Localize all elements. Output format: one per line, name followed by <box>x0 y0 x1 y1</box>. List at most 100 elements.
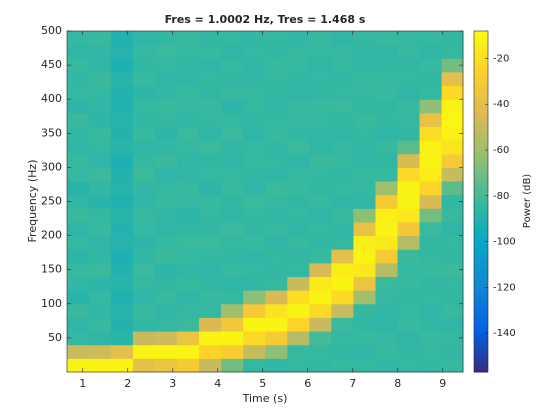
cell <box>287 249 310 264</box>
colorbar-tick-label: -100 <box>493 237 516 248</box>
cell <box>243 126 266 141</box>
cell <box>397 194 421 209</box>
cell <box>110 221 134 237</box>
colorbar-strip <box>474 343 488 347</box>
cell <box>309 344 332 359</box>
cell <box>287 140 310 155</box>
colorbar <box>474 31 488 373</box>
colorbar-strip <box>474 212 488 217</box>
cell <box>243 344 266 359</box>
cell <box>110 99 134 114</box>
cell <box>221 99 244 114</box>
cell <box>309 208 332 223</box>
cell <box>110 303 134 318</box>
chart-title: Fres = 1.0002 Hz, Tres = 1.468 s <box>165 13 366 26</box>
cell <box>441 235 464 250</box>
y-tick-label: 50 <box>48 331 62 344</box>
cell <box>221 276 244 291</box>
y-axis-label: Frequency (Hz) <box>26 160 39 243</box>
cell <box>243 317 266 332</box>
x-tick-label: 4 <box>214 377 221 390</box>
colorbar-strip <box>474 346 488 350</box>
cell <box>419 208 443 223</box>
cell <box>441 317 464 332</box>
cell <box>199 58 222 73</box>
cell <box>265 344 288 359</box>
colorbar-strip <box>474 133 488 137</box>
cell <box>309 276 332 291</box>
cell <box>110 44 134 59</box>
colorbar-strip <box>474 73 488 77</box>
cell <box>265 208 288 223</box>
colorbar-strip <box>474 366 488 370</box>
cell <box>441 358 464 373</box>
cell <box>88 167 112 182</box>
colorbar-strip <box>474 337 488 342</box>
colorbar-strip <box>474 136 488 140</box>
cell <box>287 126 310 141</box>
cell <box>265 276 288 291</box>
cell <box>441 140 464 155</box>
colorbar-strip <box>474 312 488 316</box>
cell <box>132 44 156 59</box>
cell <box>199 99 222 114</box>
cell <box>287 276 310 291</box>
colorbar-strip <box>474 198 488 202</box>
cell <box>177 181 200 196</box>
cell <box>331 181 354 196</box>
cell <box>88 112 112 127</box>
cell <box>375 262 399 278</box>
cell <box>419 58 443 73</box>
cell <box>441 167 464 182</box>
colorbar-strip <box>474 99 488 103</box>
colorbar-strip <box>474 229 488 234</box>
cell <box>265 71 288 87</box>
cell <box>132 344 156 359</box>
cell <box>132 249 156 264</box>
colorbar-strip <box>474 269 488 274</box>
colorbar-strip <box>474 224 488 228</box>
cell <box>353 31 376 46</box>
cell <box>287 358 310 373</box>
colorbar-strip <box>474 295 488 299</box>
cell <box>397 85 421 100</box>
cell <box>331 58 354 73</box>
cell <box>243 276 266 291</box>
cell <box>309 31 332 46</box>
cell <box>243 262 266 278</box>
cell <box>287 208 310 223</box>
cell <box>353 194 376 209</box>
cell <box>132 317 156 332</box>
cell <box>88 331 112 346</box>
cell <box>375 303 399 318</box>
cell <box>287 303 310 318</box>
cell <box>132 208 156 223</box>
colorbar-strip <box>474 281 488 285</box>
colorbar-tick-label: -140 <box>493 328 516 339</box>
cell <box>132 181 156 196</box>
colorbar-strip <box>474 275 488 279</box>
colorbar-strip <box>474 227 488 231</box>
cell <box>243 290 266 305</box>
y-tick-label: 100 <box>41 297 62 310</box>
cell <box>375 112 399 127</box>
cell <box>132 235 156 250</box>
cell <box>375 167 399 182</box>
colorbar-strip <box>474 184 488 188</box>
colorbar-strip <box>474 235 488 239</box>
cell <box>177 235 200 250</box>
cell <box>309 194 332 209</box>
colorbar-strip <box>474 119 488 123</box>
cell <box>441 194 464 209</box>
cell <box>177 153 200 168</box>
cell <box>110 58 134 73</box>
cell <box>221 181 244 196</box>
cell <box>419 140 443 155</box>
colorbar-strip <box>474 82 488 86</box>
cell <box>441 58 464 73</box>
cell <box>243 221 266 237</box>
cell <box>199 126 222 141</box>
colorbar-strip <box>474 323 488 328</box>
colorbar-strip <box>474 138 488 143</box>
cell <box>309 71 332 87</box>
